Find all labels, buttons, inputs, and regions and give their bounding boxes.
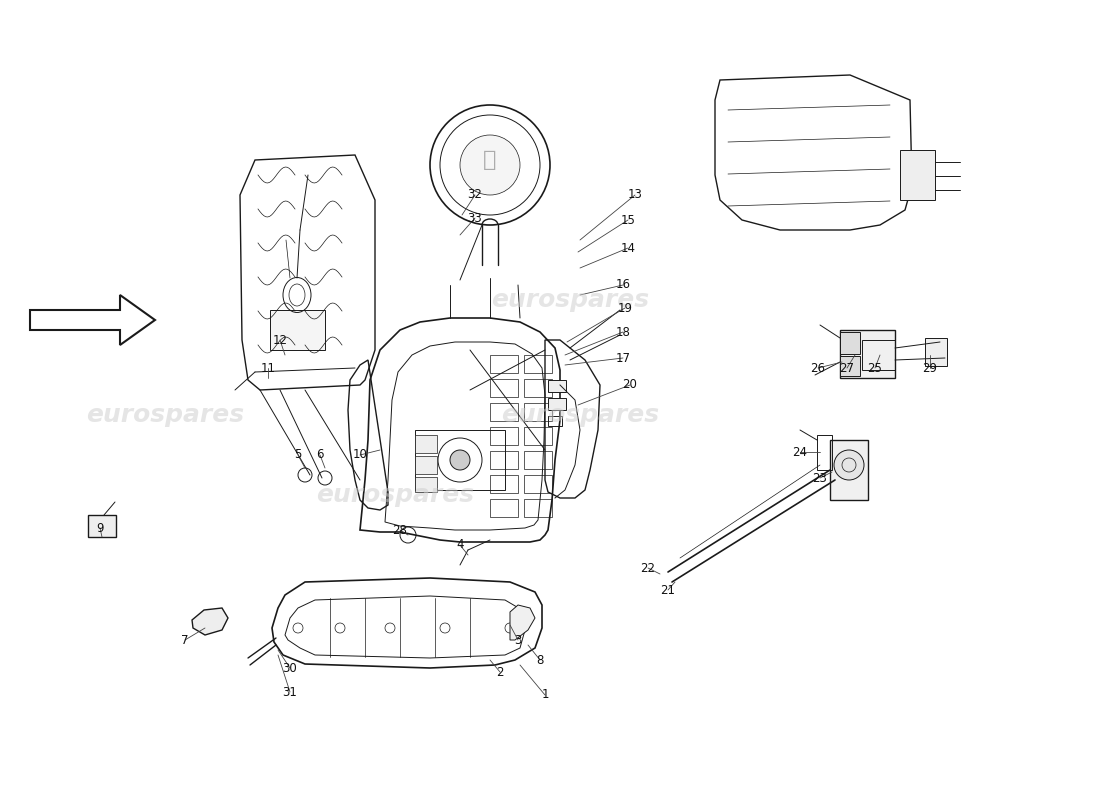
Text: 13: 13 — [628, 189, 642, 202]
Text: 28: 28 — [393, 523, 407, 537]
Text: 9: 9 — [97, 522, 103, 534]
Bar — [840, 332, 860, 354]
Bar — [524, 451, 552, 469]
Bar — [490, 355, 518, 373]
Text: eurospares: eurospares — [316, 483, 474, 507]
Text: 1: 1 — [541, 689, 549, 702]
Bar — [840, 330, 895, 378]
Bar — [415, 456, 437, 474]
Bar — [524, 475, 552, 493]
Text: 17: 17 — [616, 351, 630, 365]
Bar — [270, 310, 324, 350]
Bar — [490, 475, 518, 493]
Bar — [490, 499, 518, 517]
Text: 8: 8 — [537, 654, 543, 666]
Text: 33: 33 — [468, 211, 483, 225]
Text: eurospares: eurospares — [491, 288, 649, 312]
Text: 3: 3 — [515, 634, 521, 646]
Text: 27: 27 — [839, 362, 855, 374]
Text: eurospares: eurospares — [86, 403, 244, 427]
Text: 23: 23 — [813, 471, 827, 485]
Bar — [490, 379, 518, 397]
Text: 21: 21 — [660, 583, 675, 597]
Text: 29: 29 — [923, 362, 937, 374]
Bar — [524, 403, 552, 421]
Bar — [925, 338, 947, 366]
Bar — [548, 398, 566, 410]
Bar — [840, 356, 860, 376]
Bar — [415, 435, 437, 453]
Text: 30: 30 — [283, 662, 297, 674]
Circle shape — [450, 450, 470, 470]
Text: 25: 25 — [868, 362, 882, 374]
Bar — [490, 427, 518, 445]
Bar — [415, 430, 505, 490]
Text: 6: 6 — [317, 449, 323, 462]
Bar — [490, 451, 518, 469]
Polygon shape — [510, 605, 535, 640]
Text: 31: 31 — [283, 686, 297, 698]
Bar — [548, 380, 566, 392]
Text: 18: 18 — [616, 326, 630, 338]
Text: 22: 22 — [640, 562, 656, 574]
Text: 16: 16 — [616, 278, 630, 291]
Bar — [817, 435, 832, 470]
Circle shape — [834, 450, 864, 480]
Polygon shape — [192, 608, 228, 635]
Bar — [524, 355, 552, 373]
Bar — [524, 499, 552, 517]
Text: 14: 14 — [620, 242, 636, 254]
Polygon shape — [30, 295, 155, 345]
Bar — [900, 150, 935, 200]
Text: 32: 32 — [468, 189, 483, 202]
Bar — [548, 416, 562, 426]
Bar — [830, 440, 868, 500]
Bar — [524, 427, 552, 445]
Text: 2: 2 — [496, 666, 504, 678]
Text: 11: 11 — [261, 362, 275, 374]
Text: 15: 15 — [620, 214, 636, 226]
Bar — [415, 477, 437, 492]
Text: 4: 4 — [456, 538, 464, 551]
Text: 19: 19 — [617, 302, 632, 314]
Text: 20: 20 — [623, 378, 637, 391]
Text: 🐎: 🐎 — [483, 150, 497, 170]
Text: 10: 10 — [353, 449, 367, 462]
Text: 24: 24 — [792, 446, 807, 458]
Text: 5: 5 — [295, 449, 301, 462]
Bar — [862, 340, 895, 370]
Text: 7: 7 — [182, 634, 189, 646]
Bar — [524, 379, 552, 397]
Bar — [490, 403, 518, 421]
Text: eurospares: eurospares — [500, 403, 659, 427]
Circle shape — [460, 135, 520, 195]
Text: 12: 12 — [273, 334, 287, 346]
Text: 26: 26 — [811, 362, 825, 374]
Bar — [88, 515, 116, 537]
